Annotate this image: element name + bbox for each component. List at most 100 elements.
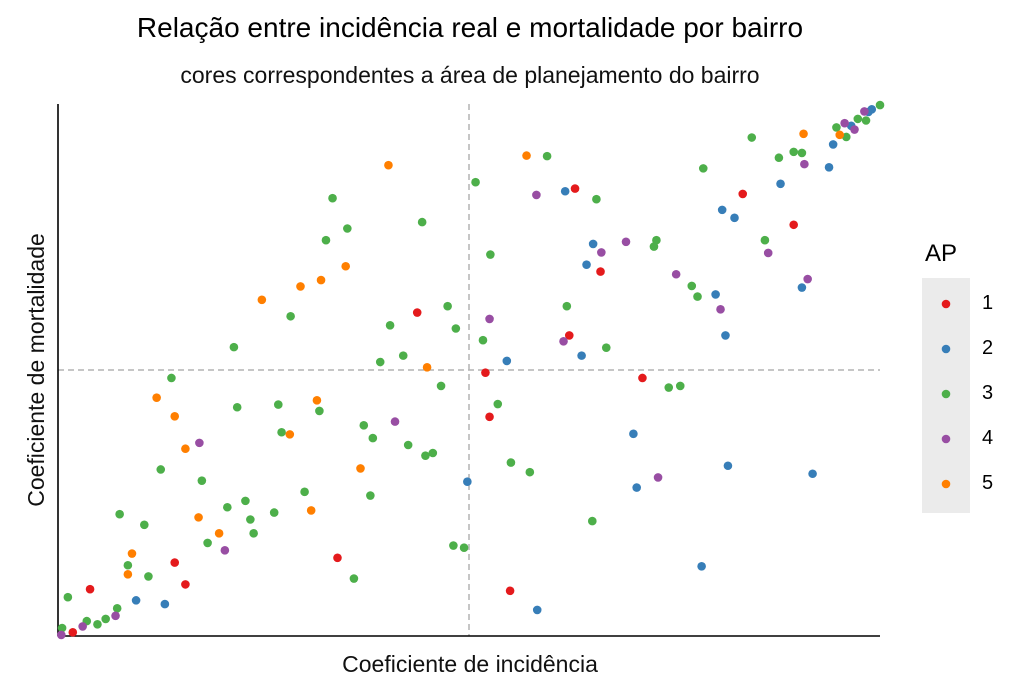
data-point-ap3 (664, 383, 674, 392)
data-point-ap3 (57, 623, 67, 633)
data-point-ap4 (195, 438, 204, 448)
data-point-ap3 (112, 604, 122, 613)
legend-item-ap1: 1 (922, 282, 993, 327)
data-point-ap3 (789, 147, 798, 157)
data-point-ap5 (257, 295, 267, 305)
data-point-ap3 (403, 440, 413, 450)
data-point-ap3 (140, 520, 149, 530)
data-point-ap5 (152, 393, 161, 402)
data-point-ap2 (797, 283, 807, 292)
data-point-ap3 (652, 235, 661, 245)
data-point-ap3 (229, 342, 239, 352)
data-point-ap3 (436, 381, 446, 391)
data-point-ap3 (269, 508, 279, 517)
legend-title: AP (925, 240, 958, 267)
data-point-ap3 (687, 281, 697, 291)
data-point-ap5 (799, 129, 808, 139)
data-point-ap3 (156, 465, 166, 474)
data-point-ap5 (341, 261, 351, 271)
data-point-ap3 (797, 148, 807, 158)
data-point-ap5 (312, 396, 322, 405)
legend-item-ap3: 3 (922, 372, 993, 417)
data-point-ap4 (840, 118, 849, 128)
data-point-ap3 (241, 496, 250, 506)
data-point-ap1 (564, 331, 574, 340)
data-point-ap1 (789, 220, 798, 230)
chart-title: Relação entre incidência real e mortalid… (136, 12, 804, 43)
data-point-ap3 (375, 357, 385, 367)
data-point-ap3 (115, 509, 124, 519)
data-point-ap1 (181, 580, 190, 589)
legend-label: 2 (982, 337, 994, 359)
data-point-ap2 (717, 205, 727, 215)
data-point-ap4 (803, 274, 812, 284)
data-point-ap2 (867, 105, 877, 114)
data-point-ap1 (481, 368, 490, 377)
legend-item-ap2: 2 (922, 327, 993, 372)
data-point-ap3 (486, 250, 495, 259)
data-point-ap2 (776, 179, 785, 189)
data-point-ap3 (601, 343, 611, 352)
data-point-ap3 (747, 133, 757, 142)
data-point-ap4 (621, 237, 631, 247)
data-point-ap3 (451, 324, 461, 333)
data-point-ap4 (390, 417, 400, 426)
data-point-ap3 (167, 373, 176, 383)
data-point-ap3 (875, 100, 885, 110)
data-point-ap2 (632, 483, 641, 492)
data-point-ap5 (123, 569, 133, 579)
legend-key-ap1 (941, 299, 951, 309)
data-point-ap1 (596, 267, 605, 276)
data-point-ap4 (860, 107, 869, 116)
x-axis-label: Coeficiente de incidência (342, 651, 598, 677)
data-point-ap2 (577, 351, 586, 360)
data-point-ap1 (485, 412, 494, 422)
data-point-ap1 (570, 184, 580, 193)
data-point-ap2 (723, 461, 733, 471)
legend-key-ap2 (941, 344, 951, 354)
legend-label: 4 (982, 427, 994, 449)
data-point-ap4 (653, 473, 663, 482)
data-point-ap4 (111, 611, 120, 621)
legend-marker (941, 479, 951, 489)
data-point-ap1 (412, 308, 422, 317)
data-point-ap2 (711, 290, 720, 299)
data-point-ap5 (522, 151, 531, 160)
data-point-ap3 (368, 433, 378, 443)
legend-label: 5 (982, 472, 994, 494)
data-point-ap3 (525, 467, 535, 477)
data-point-ap2 (828, 140, 838, 149)
data-point-ap3 (300, 487, 309, 497)
data-point-ap4 (220, 546, 230, 555)
data-point-ap4 (850, 125, 859, 134)
data-point-ap2 (131, 596, 141, 605)
data-point-ap4 (763, 248, 773, 258)
data-point-ap3 (249, 529, 258, 538)
legend-label: 3 (982, 382, 994, 404)
data-point-ap2 (629, 429, 638, 439)
data-point-ap3 (101, 614, 110, 624)
data-point-ap3 (273, 400, 283, 409)
data-point-ap3 (144, 572, 153, 581)
data-point-ap3 (366, 491, 375, 500)
data-point-ap1 (170, 558, 180, 567)
legend: AP 1 2 3 4 5 (922, 240, 993, 513)
data-point-ap1 (85, 584, 95, 594)
legend-key-ap5 (941, 479, 951, 489)
legend-marker (941, 299, 951, 309)
data-point-ap5 (422, 363, 432, 372)
data-point-ap3 (760, 235, 770, 245)
data-point-ap2 (502, 356, 512, 366)
data-point-ap3 (562, 301, 572, 311)
data-point-ap3 (506, 458, 516, 467)
reference-lines (58, 104, 880, 636)
legend-keys: 1 2 3 4 5 (922, 278, 993, 513)
data-point-ap4 (716, 305, 725, 314)
legend-key-ap4 (941, 434, 951, 444)
data-point-ap3 (123, 560, 133, 570)
axes (57, 104, 880, 637)
legend-item-ap5: 5 (922, 462, 993, 507)
data-point-ap4 (78, 622, 87, 631)
legend-marker (941, 389, 951, 399)
data-point-ap2 (582, 260, 591, 269)
